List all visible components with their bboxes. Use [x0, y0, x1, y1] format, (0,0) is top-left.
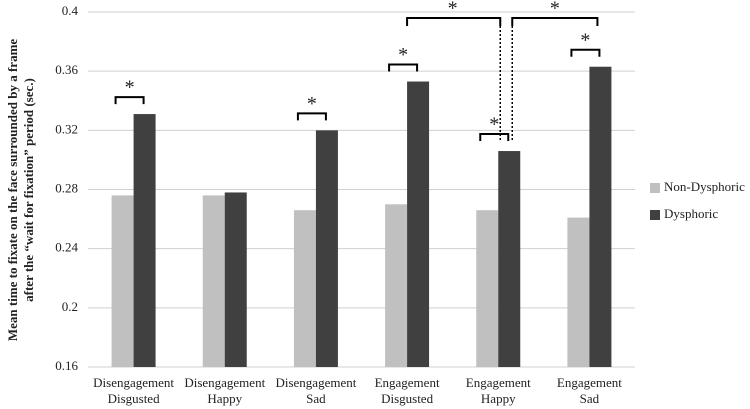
- bar: [111, 195, 134, 367]
- legend-swatch: [650, 183, 660, 193]
- significance-star: *: [580, 29, 590, 51]
- y-axis-title-line: after the “wait for fixation” period (se…: [21, 78, 36, 302]
- y-tick-label: 0.32: [55, 121, 78, 136]
- significance-star: *: [448, 0, 458, 20]
- x-tick-label: Disgusted: [381, 391, 434, 406]
- y-tick-label: 0.4: [62, 3, 79, 18]
- significance-bracket: [511, 17, 599, 26]
- legend-label: Non-Dysphoric: [664, 179, 745, 194]
- bar: [133, 114, 156, 367]
- bar: [224, 192, 247, 367]
- x-tick-label: Disengagement: [93, 375, 174, 390]
- bar: [407, 81, 430, 367]
- significance-bracket: [570, 48, 601, 57]
- y-tick-label: 0.16: [55, 358, 78, 373]
- x-tick-label: Sad: [306, 391, 326, 406]
- y-tick-label: 0.24: [55, 240, 78, 255]
- significance-bracket: [479, 133, 510, 142]
- y-tick-label: 0.36: [55, 62, 78, 77]
- significance-bracket: [406, 17, 502, 26]
- bar: [293, 210, 316, 367]
- x-tick-label: Happy: [481, 391, 516, 406]
- bar: [589, 66, 612, 368]
- x-tick-label: Engagement: [375, 375, 440, 390]
- significance-bracket: [296, 112, 327, 121]
- significance-star: *: [489, 114, 499, 136]
- bar: [315, 130, 338, 367]
- x-tick-label: Disgusted: [108, 391, 161, 406]
- significance-star: *: [550, 0, 560, 20]
- bar: [385, 204, 408, 367]
- y-tick-label: 0.2: [62, 299, 78, 314]
- bar: [498, 151, 521, 367]
- significance-bracket: [114, 96, 145, 105]
- bar: [567, 217, 590, 367]
- bar: [202, 195, 225, 367]
- y-tick-label: 0.28: [55, 180, 78, 195]
- significance-star: *: [398, 44, 408, 66]
- x-tick-label: Engagement: [557, 375, 622, 390]
- x-tick-label: Sad: [580, 391, 600, 406]
- legend-swatch: [650, 210, 660, 220]
- significance-bracket: [388, 63, 419, 72]
- bar: [476, 210, 499, 367]
- x-tick-label: Disengagement: [184, 375, 265, 390]
- x-tick-label: Engagement: [466, 375, 531, 390]
- y-axis-title: Mean time to fixate on the face surround…: [5, 39, 36, 342]
- x-tick-label: Happy: [207, 391, 242, 406]
- significance-star: *: [125, 77, 135, 99]
- legend-label: Dysphoric: [664, 206, 718, 221]
- y-axis-title-line: Mean time to fixate on the face surround…: [5, 39, 20, 342]
- x-tick-label: Disengagement: [275, 375, 356, 390]
- significance-star: *: [307, 93, 317, 115]
